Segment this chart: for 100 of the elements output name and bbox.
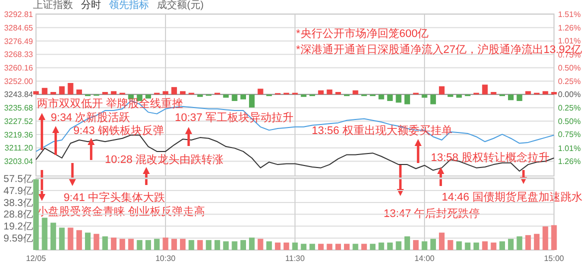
bar bbox=[180, 91, 186, 94]
bar bbox=[274, 242, 281, 250]
y2-tick-label: 0.75% bbox=[558, 130, 581, 140]
bar bbox=[258, 88, 264, 94]
bar bbox=[197, 94, 203, 97]
y-tick-label: 3211.20 bbox=[4, 144, 34, 153]
bar bbox=[378, 94, 384, 100]
x-tick-label: 14:00 bbox=[414, 254, 436, 263]
bar bbox=[525, 91, 531, 94]
x-tick-label: 10:30 bbox=[155, 254, 176, 263]
bar bbox=[162, 91, 168, 94]
y-tick-label: 3235.68 bbox=[4, 104, 34, 113]
y-tick-label: 19.2亿 bbox=[4, 222, 33, 233]
text: 分时 bbox=[81, 0, 101, 11]
bar bbox=[422, 94, 428, 98]
annotation: 13:58 股权转让概念拉升 bbox=[430, 150, 550, 164]
bar bbox=[50, 92, 56, 94]
bar bbox=[448, 240, 454, 250]
y-tick-label: 38.3亿 bbox=[4, 198, 33, 209]
bar bbox=[197, 240, 203, 250]
y2-tick-label: 1.51% bbox=[558, 10, 581, 20]
bar bbox=[551, 225, 557, 250]
bar bbox=[456, 94, 462, 98]
bar bbox=[413, 240, 419, 250]
y-tick-label: 3284.65 bbox=[4, 23, 34, 32]
bar bbox=[542, 91, 548, 94]
bar bbox=[188, 240, 194, 250]
y-tick-label: 3203.04 bbox=[4, 157, 34, 166]
x-tick-label: 11:30 bbox=[285, 254, 306, 263]
bar bbox=[76, 90, 82, 94]
bar bbox=[326, 90, 332, 94]
bar bbox=[154, 238, 160, 250]
bar bbox=[258, 238, 264, 250]
bar bbox=[396, 94, 402, 103]
annotation: 9:43 钢铁板块反弹 bbox=[73, 124, 164, 137]
y-tick-label: 57.5亿 bbox=[4, 174, 33, 186]
y-tick-label: 3243.84 bbox=[4, 90, 34, 100]
bar bbox=[59, 228, 65, 250]
y-tick-label: 3292.81 bbox=[4, 10, 34, 20]
y-tick-label: 3276.49 bbox=[4, 36, 34, 46]
bar bbox=[430, 94, 436, 104]
bar bbox=[404, 236, 410, 250]
x-tick-label: 12/05 bbox=[26, 254, 47, 263]
chart-title: 上证指数 bbox=[33, 0, 73, 11]
bar bbox=[33, 91, 39, 94]
bar bbox=[516, 236, 522, 250]
bar bbox=[300, 94, 306, 97]
bar bbox=[180, 238, 186, 250]
bar bbox=[249, 238, 255, 250]
bar bbox=[396, 241, 402, 250]
bar bbox=[387, 242, 393, 250]
bar bbox=[223, 241, 229, 250]
bar bbox=[68, 82, 74, 94]
bar bbox=[300, 244, 306, 250]
annotation: *央行公开市场净回笼600亿 bbox=[296, 26, 429, 40]
bar bbox=[422, 241, 428, 250]
bar bbox=[482, 241, 488, 250]
x-tick-label: 15:00 bbox=[544, 254, 565, 263]
bar bbox=[448, 94, 454, 97]
bar bbox=[318, 90, 324, 94]
bar bbox=[145, 94, 152, 99]
bar bbox=[206, 240, 212, 250]
y2-tick-label: 0.25% bbox=[558, 76, 581, 86]
y2-tick-label: 0.50% bbox=[558, 116, 581, 126]
bar bbox=[102, 236, 108, 250]
bar bbox=[551, 92, 557, 94]
y-tick-label: 47.9亿 bbox=[4, 186, 33, 198]
bar bbox=[508, 94, 514, 100]
bar bbox=[490, 92, 496, 94]
bar bbox=[438, 86, 445, 94]
bar bbox=[162, 238, 168, 250]
y2-tick-label: 0.00% bbox=[558, 90, 581, 100]
bar bbox=[344, 244, 350, 250]
bar bbox=[534, 234, 540, 250]
bar bbox=[128, 94, 134, 100]
bar bbox=[266, 241, 272, 250]
bar bbox=[318, 244, 324, 250]
bar bbox=[292, 242, 298, 250]
text: 领先指标 bbox=[109, 0, 149, 11]
y2-tick-label: 1.01% bbox=[558, 36, 581, 46]
bar bbox=[171, 87, 177, 94]
bar bbox=[110, 238, 117, 250]
bar bbox=[542, 226, 548, 250]
bar bbox=[508, 238, 514, 250]
bar bbox=[335, 92, 341, 94]
bar bbox=[464, 242, 470, 250]
y-tick-label: 3252.00 bbox=[4, 76, 34, 86]
bar bbox=[326, 244, 332, 250]
bar bbox=[84, 232, 91, 250]
bar bbox=[232, 241, 238, 250]
y-tick-label: 3219.36 bbox=[4, 130, 34, 140]
bar bbox=[387, 94, 393, 101]
bar bbox=[240, 94, 246, 100]
y-tick-label: 3227.52 bbox=[4, 116, 34, 126]
bar bbox=[59, 86, 65, 94]
bar bbox=[128, 238, 134, 250]
bar bbox=[335, 244, 341, 250]
bar bbox=[214, 240, 220, 250]
bar bbox=[223, 94, 229, 98]
y-tick-label: 28.8亿 bbox=[4, 210, 33, 221]
